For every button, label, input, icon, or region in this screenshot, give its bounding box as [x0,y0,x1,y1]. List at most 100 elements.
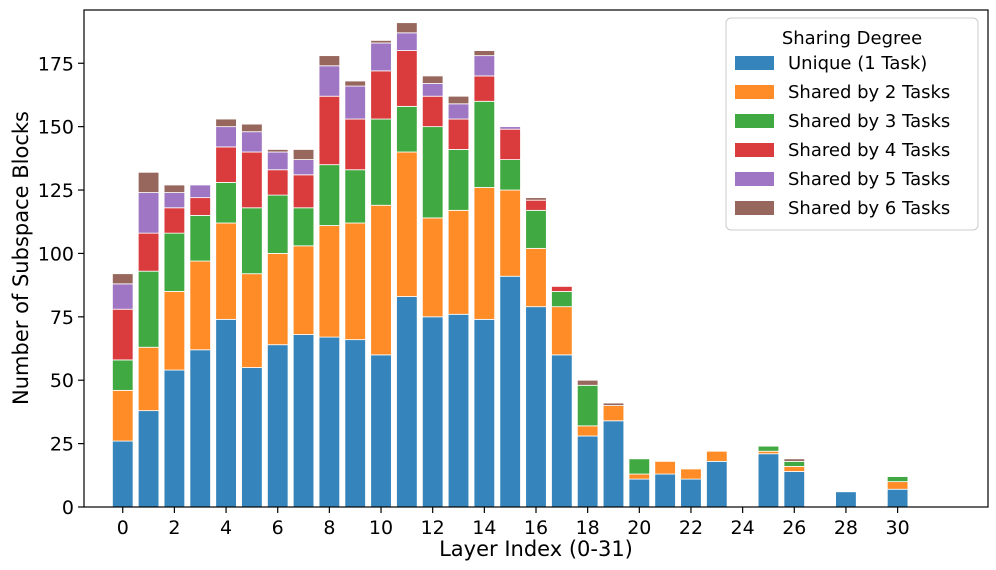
bar-segment-layer-9-series-3 [344,118,366,171]
legend: Sharing Degree Unique (1 Task) Shared by … [725,17,979,231]
bar-segment-layer-2-series-3 [163,207,186,234]
bar-segment-layer-1-series-4 [137,192,160,234]
bar-segment-layer-4-series-4 [215,126,237,148]
y-tick-label-150: 150 [38,117,74,139]
y-tick-label-125: 125 [38,180,74,202]
bar-segment-layer-14-series-0 [473,318,496,508]
bar-segment-layer-14-series-3 [473,75,496,102]
bars-layer [112,22,909,508]
legend-label-4: Shared by 5 Tasks [788,169,950,190]
bar-segment-layer-26-series-1 [783,466,806,472]
bar-segment-layer-4-series-0 [215,318,237,508]
bar-segment-layer-18-series-0 [576,435,599,508]
bar-segment-layer-7-series-1 [292,245,315,335]
bar-segment-layer-8-series-4 [318,65,341,97]
bar-segment-layer-19-series-1 [602,405,625,422]
bar-segment-layer-1-series-2 [137,270,160,348]
bar-segment-layer-17-series-2 [551,291,573,308]
bar-segment-layer-5-series-3 [241,151,263,209]
bar-segment-layer-13-series-2 [447,149,470,211]
bar-segment-layer-1-series-0 [137,410,160,508]
bar-segment-layer-6-series-4 [266,151,289,171]
legend-swatch-4 [735,172,774,186]
bar-segment-layer-2-series-1 [163,291,186,371]
bar-segment-layer-4-series-2 [215,182,237,224]
bar-segment-layer-20-series-2 [628,458,651,475]
bar-segment-layer-26-series-5 [783,458,806,462]
bar-segment-layer-12-series-4 [421,83,444,97]
bar-segment-layer-2-series-5 [163,184,186,193]
bar-segment-layer-15-series-4 [499,126,521,130]
bar-segment-layer-23-series-0 [706,460,728,508]
bar-segment-layer-5-series-5 [241,123,263,133]
legend-label-2: Shared by 3 Tasks [788,111,950,132]
bar-segment-layer-7-series-0 [292,334,315,508]
bar-segment-layer-26-series-2 [783,460,806,467]
bar-segment-layer-7-series-2 [292,207,315,247]
bar-segment-layer-15-series-3 [499,128,521,161]
bar-segment-layer-7-series-5 [292,149,315,161]
bar-segment-layer-6-series-5 [266,149,289,153]
bar-segment-layer-7-series-4 [292,159,315,176]
bar-segment-layer-5-series-4 [241,131,263,153]
legend-swatch-3 [735,143,774,157]
y-axis-label: Number of Subspace Blocks [9,111,33,405]
bar-segment-layer-30-series-0 [886,488,909,508]
bar-segment-layer-11-series-5 [396,22,418,34]
bar-segment-layer-2-series-4 [163,192,186,209]
legend-swatch-5 [735,201,774,215]
bar-segment-layer-13-series-0 [447,313,470,508]
bar-segment-layer-6-series-2 [266,194,289,254]
bar-segment-layer-12-series-0 [421,316,444,508]
x-tick-label-28: 28 [834,517,858,539]
bar-segment-layer-1-series-5 [137,171,160,193]
bar-segment-layer-6-series-3 [266,169,289,196]
x-tick-label-18: 18 [576,517,600,539]
bar-segment-layer-13-series-3 [447,118,470,150]
bar-segment-layer-18-series-5 [576,379,599,386]
bar-segment-layer-13-series-4 [447,103,470,120]
bar-segment-layer-20-series-0 [628,478,651,508]
bar-segment-layer-9-series-0 [344,339,366,508]
bar-segment-layer-4-series-1 [215,222,237,320]
bar-segment-layer-14-series-2 [473,100,496,188]
x-tick-label-16: 16 [524,517,548,539]
bar-segment-layer-8-series-5 [318,55,341,67]
bar-segment-layer-8-series-0 [318,336,341,508]
bar-segment-layer-25-series-2 [757,445,780,452]
legend-frame [725,17,979,231]
bar-segment-layer-11-series-2 [396,105,418,153]
bar-segment-layer-10-series-1 [370,204,392,356]
bar-segment-layer-11-series-3 [396,50,418,107]
y-tick-label-50: 50 [50,370,74,392]
bar-segment-layer-19-series-5 [602,402,625,406]
bar-segment-layer-9-series-4 [344,85,366,120]
x-tick-label-6: 6 [272,517,284,539]
bar-segment-layer-12-series-3 [421,95,444,128]
bar-segment-layer-4-series-5 [215,118,237,128]
legend-items: Unique (1 Task) Shared by 2 Tasks Shared b… [735,53,950,219]
y-tick-label-75: 75 [50,307,74,329]
bar-segment-layer-1-series-1 [137,346,160,412]
bar-segment-layer-0-series-5 [112,273,134,285]
bar-segment-layer-23-series-1 [706,450,728,462]
y-axis: 0 25 50 75 100 125 150 175 [38,53,84,519]
bar-segment-layer-3-series-0 [189,349,211,508]
bar-segment-layer-9-series-1 [344,222,366,341]
bar-segment-layer-0-series-0 [112,440,134,508]
bar-segment-layer-11-series-4 [396,32,418,51]
bar-segment-layer-22-series-1 [680,468,702,480]
bar-segment-layer-14-series-4 [473,55,496,77]
bar-segment-layer-14-series-1 [473,187,496,320]
x-tick-label-10: 10 [369,517,393,539]
bar-segment-layer-2-series-0 [163,369,186,508]
bar-segment-layer-18-series-1 [576,425,599,437]
y-tick-label-25: 25 [50,434,74,456]
x-tick-label-22: 22 [679,517,703,539]
bar-segment-layer-6-series-0 [266,344,289,508]
x-tick-label-30: 30 [886,517,910,539]
bar-segment-layer-10-series-4 [370,42,392,72]
y-tick-label-175: 175 [38,53,74,75]
x-tick-label-2: 2 [168,517,180,539]
bar-segment-layer-30-series-1 [886,481,909,490]
